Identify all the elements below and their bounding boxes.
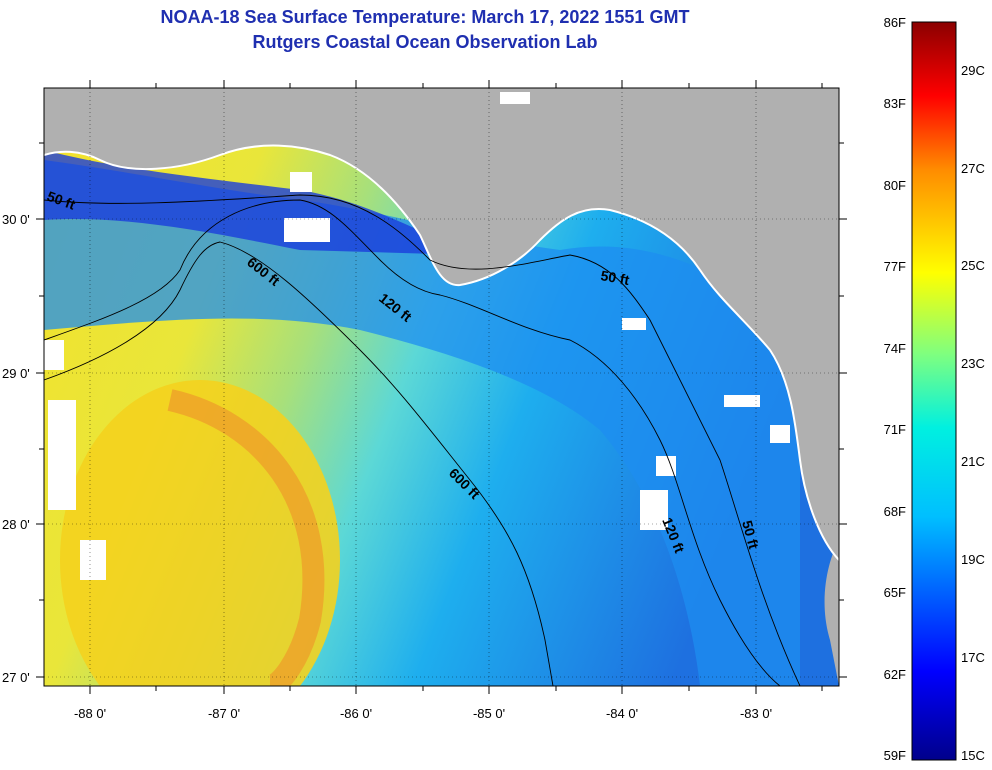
- colorbar-c-label: 21C: [961, 454, 985, 469]
- x-tick-label: -87 0': [208, 706, 240, 721]
- contour-120ft: [44, 199, 781, 686]
- colorbar-c-label: 25C: [961, 258, 985, 273]
- colorbar-f-label: 62F: [884, 667, 906, 682]
- chart-title: NOAA-18 Sea Surface Temperature: March 1…: [160, 7, 690, 27]
- map-frame: [43, 87, 840, 687]
- y-tick-label: 27 0': [2, 670, 30, 685]
- x-tick-label: -88 0': [74, 706, 106, 721]
- colorbar-c-label: 19C: [961, 552, 985, 567]
- chart-subtitle: Rutgers Coastal Ocean Observation Lab: [252, 32, 598, 52]
- x-tick-label: -83 0': [740, 706, 772, 721]
- tick-marks: [36, 80, 847, 694]
- colorbar-f-label: 80F: [884, 178, 906, 193]
- colorbar-f-label: 71F: [884, 422, 906, 437]
- contour-label: 50 ft: [599, 267, 630, 288]
- eddy-front: [167, 389, 325, 686]
- colorbar-f-label: 59F: [884, 748, 906, 763]
- colorbar-c-label: 17C: [961, 650, 985, 665]
- y-tick-label: 29 0': [2, 366, 30, 381]
- x-tick-label: -85 0': [473, 706, 505, 721]
- colorbar-c-label: 15C: [961, 748, 985, 763]
- colorbar-c-label: 27C: [961, 161, 985, 176]
- colorbar-f-label: 68F: [884, 504, 906, 519]
- x-tick-label: -86 0': [340, 706, 372, 721]
- x-tick-label: -84 0': [606, 706, 638, 721]
- y-tick-label: 30 0': [2, 212, 30, 227]
- coastline: [44, 144, 839, 561]
- colorbar-f-label: 83F: [884, 96, 906, 111]
- contour-50ft: [44, 194, 801, 686]
- colorbar-c-label: 23C: [961, 356, 985, 371]
- cold-water-region: [44, 160, 800, 686]
- y-tick-label: 28 0': [2, 517, 30, 532]
- contour-600ft: [44, 241, 554, 686]
- colorbar: [911, 21, 957, 761]
- contour-label: 50 ft: [739, 519, 762, 551]
- land-mass-south: [824, 540, 839, 686]
- colorbar-f-label: 77F: [884, 259, 906, 274]
- coldest-water-region: [44, 150, 470, 255]
- cloud-patches: [44, 92, 790, 580]
- colorbar-f-label: 74F: [884, 341, 906, 356]
- colorbar-f-label: 65F: [884, 585, 906, 600]
- graticule: [44, 88, 839, 686]
- land-mass: [44, 88, 839, 560]
- colorbar-c-label: 29C: [961, 63, 985, 78]
- colorbar-f-label: 86F: [884, 15, 906, 30]
